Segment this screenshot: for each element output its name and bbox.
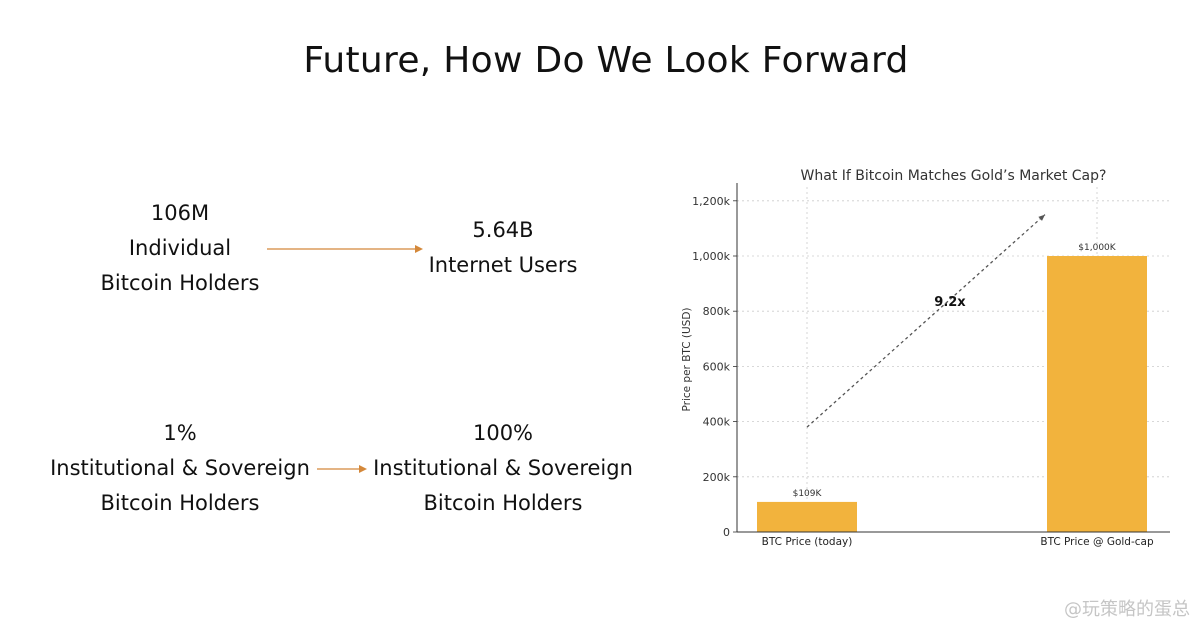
stat-value: 106M	[150, 201, 210, 225]
stat-value: 100%	[472, 421, 534, 445]
multiplier-annotation: 9.2x	[934, 295, 966, 310]
arrow-head-icon	[1038, 214, 1045, 221]
chart-title: What If Bitcoin Matches Gold’s Market Ca…	[801, 168, 1107, 184]
institutional-holders-stat: 1% Institutional & Sovereign Bitcoin Hol…	[40, 416, 320, 521]
y-tick-label: 0	[723, 526, 730, 539]
slide-title: Future, How Do We Look Forward	[303, 40, 909, 81]
bar-btc-today	[757, 501, 857, 532]
arrow-right-icon	[267, 245, 423, 253]
y-axis-label: Price per BTC (USD)	[681, 307, 693, 411]
y-tick-label: 800k	[703, 305, 731, 318]
stat-label: Bitcoin Holders	[100, 271, 260, 295]
y-tick-label: 400k	[703, 416, 731, 429]
stat-label: Bitcoin Holders	[423, 491, 583, 515]
stat-value: 5.64B	[472, 218, 534, 242]
watermark: @玩策略的蛋总	[1064, 599, 1190, 620]
growth-trend-arrow	[806, 214, 1046, 428]
y-tick-label: 200k	[703, 471, 731, 484]
internet-users-stat: 5.64B Internet Users	[365, 213, 641, 283]
y-tick-label: 1,200k	[692, 195, 730, 208]
stat-label: Bitcoin Holders	[100, 491, 260, 515]
individual-holders-stat: 106M Individual Bitcoin Holders	[40, 196, 320, 301]
y-tick-label: 600k	[703, 360, 731, 373]
stat-label: Individual	[128, 236, 232, 260]
gold-cap-bar-chart: What If Bitcoin Matches Gold’s Market Ca…	[681, 168, 1170, 548]
y-tick-label: 1,000k	[692, 250, 730, 263]
stat-value: 1%	[163, 421, 197, 445]
stat-label: Institutional & Sovereign	[373, 456, 633, 480]
stat-label: Internet Users	[428, 253, 578, 277]
stat-label: Institutional & Sovereign	[50, 456, 310, 480]
x-tick-label: BTC Price (today)	[762, 536, 853, 548]
bar-data-label: $109K	[793, 489, 823, 499]
bar-btc-gold-cap	[1047, 256, 1147, 532]
x-tick-label: BTC Price @ Gold-cap	[1040, 536, 1154, 548]
institutional-target-stat: 100% Institutional & Sovereign Bitcoin H…	[365, 416, 641, 521]
bar-data-label: $1,000K	[1078, 243, 1116, 253]
arrow-right-icon	[317, 465, 367, 473]
